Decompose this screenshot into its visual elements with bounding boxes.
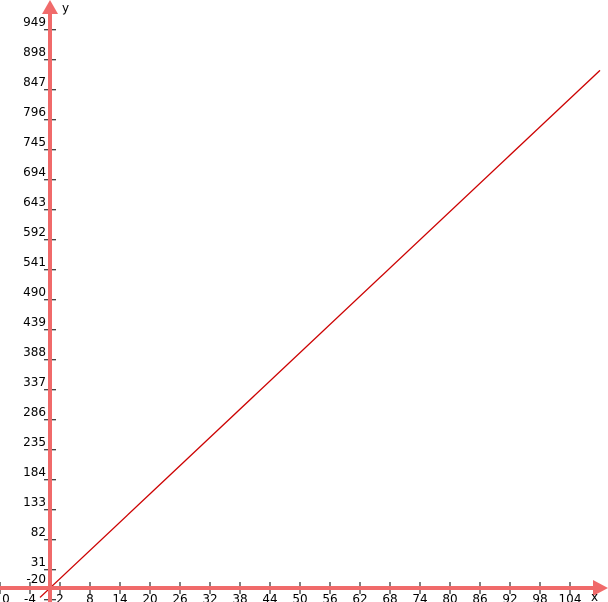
- y-tick-label: 745: [23, 135, 46, 149]
- x-tick-label: 32: [202, 592, 217, 602]
- x-tick-label: 38: [232, 592, 247, 602]
- y-tick-label: 82: [31, 525, 46, 539]
- y-axis-label: y: [62, 1, 69, 15]
- y-tick-label: 337: [23, 375, 46, 389]
- y-tick-label: 439: [23, 315, 46, 329]
- x-tick-label: 98: [532, 592, 547, 602]
- y-tick-label: 796: [23, 105, 46, 119]
- y-tick-label: 694: [23, 165, 46, 179]
- y-tick-label: 898: [23, 45, 46, 59]
- y-axis-arrow: [42, 0, 58, 14]
- x-tick-label: 50: [292, 592, 307, 602]
- y-tick-label: 133: [23, 495, 46, 509]
- x-tick-label: 86: [472, 592, 487, 602]
- x-axis-arrow: [593, 580, 608, 596]
- y-tick-label: 184: [23, 465, 46, 479]
- x-tick-label: -10: [0, 592, 10, 602]
- y-tick-label: 592: [23, 225, 46, 239]
- x-tick-label: 56: [322, 592, 337, 602]
- x-tick-label: -4: [24, 592, 36, 602]
- x-tick-label: 62: [352, 592, 367, 602]
- y-tick-label: 847: [23, 75, 46, 89]
- y-tick-label: 490: [23, 285, 46, 299]
- y-tick-label: 31: [31, 555, 46, 569]
- y-tick-label: 949: [23, 15, 46, 29]
- y-tick-label: 643: [23, 195, 46, 209]
- y-tick-label: -20: [26, 572, 46, 586]
- x-tick-label: 14: [112, 592, 127, 602]
- x-tick-label: 80: [442, 592, 457, 602]
- y-tick-label: 388: [23, 345, 46, 359]
- y-tick-label: 541: [23, 255, 46, 269]
- series-line: [39, 69, 601, 598]
- x-tick-label: 8: [86, 592, 94, 602]
- y-tick-label: 286: [23, 405, 46, 419]
- x-tick-label: 74: [412, 592, 427, 602]
- x-tick-label: 2: [56, 592, 64, 602]
- x-tick-label: 20: [142, 592, 157, 602]
- x-tick-label: 104: [559, 592, 582, 602]
- x-axis-label: x: [591, 590, 598, 602]
- x-tick-label: 68: [382, 592, 397, 602]
- x-tick-label: 26: [172, 592, 187, 602]
- y-tick-label: 235: [23, 435, 46, 449]
- x-tick-label: 92: [502, 592, 517, 602]
- x-tick-label: 44: [262, 592, 277, 602]
